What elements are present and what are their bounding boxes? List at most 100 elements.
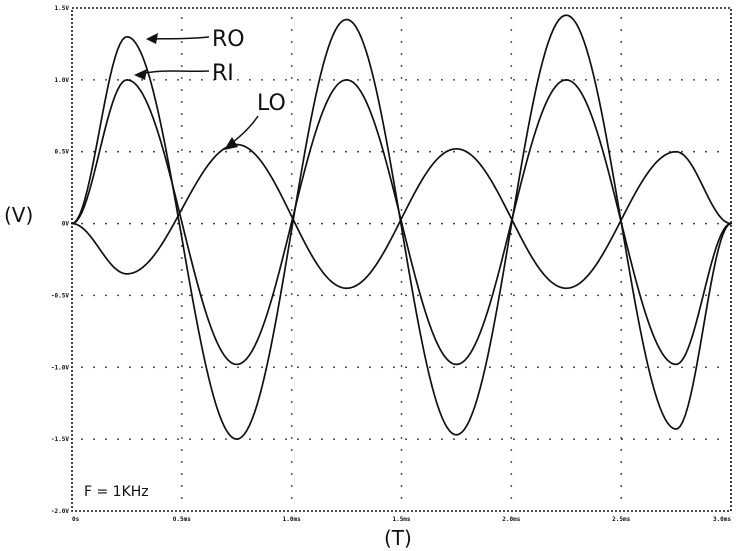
grid-dot bbox=[273, 366, 275, 369]
grid-dot bbox=[400, 329, 403, 331]
grid-dot bbox=[180, 473, 183, 475]
grid-dot bbox=[510, 365, 513, 367]
grid-dot bbox=[400, 185, 403, 187]
grid-dot bbox=[477, 294, 479, 297]
grid-dot bbox=[405, 222, 407, 225]
grid-dot bbox=[510, 233, 513, 235]
grid-dot bbox=[105, 366, 107, 369]
grid-dot bbox=[681, 222, 683, 225]
grid-dot bbox=[537, 222, 539, 225]
grid-dot bbox=[290, 341, 293, 343]
grid-dot bbox=[510, 293, 513, 295]
grid-dot bbox=[657, 222, 659, 225]
grid-dot bbox=[400, 305, 403, 307]
grid-dot bbox=[180, 197, 183, 199]
grid-dot bbox=[441, 150, 443, 153]
grid-dot bbox=[513, 79, 515, 81]
grid-dot bbox=[669, 366, 671, 369]
grid-dot bbox=[525, 294, 527, 297]
grid-dot bbox=[510, 137, 513, 139]
grid-dot bbox=[129, 366, 131, 369]
grid-dot bbox=[261, 222, 263, 225]
grid-dot bbox=[510, 29, 513, 31]
grid-dot bbox=[400, 29, 403, 31]
grid-dot bbox=[290, 89, 293, 91]
grid-dot bbox=[290, 173, 293, 175]
grid-dot bbox=[345, 366, 347, 369]
grid-dot bbox=[645, 150, 647, 153]
grid-dot bbox=[290, 305, 293, 307]
grid-dot bbox=[180, 389, 183, 391]
grid-dot bbox=[400, 377, 403, 379]
grid-dot bbox=[381, 294, 383, 297]
grid-dot bbox=[333, 366, 335, 369]
grid-dot bbox=[177, 366, 179, 369]
grid-dot bbox=[129, 294, 131, 297]
grid-dot bbox=[400, 389, 403, 391]
grid-dot bbox=[180, 173, 183, 175]
grid-dot bbox=[510, 425, 513, 427]
grid-dot bbox=[180, 497, 183, 499]
grid-dot bbox=[369, 438, 371, 440]
grid-dot bbox=[357, 294, 359, 297]
ro-leader-arrow bbox=[146, 33, 158, 44]
x-tick-label: 1.0ms bbox=[283, 516, 301, 523]
grid-dot bbox=[400, 77, 403, 79]
grid-dot bbox=[510, 113, 513, 115]
grid-dot bbox=[510, 197, 513, 199]
grid-dot bbox=[510, 497, 513, 499]
grid-dot bbox=[400, 101, 403, 103]
grid-dot bbox=[477, 438, 479, 440]
grid-dot bbox=[400, 53, 403, 55]
grid-dot bbox=[117, 150, 119, 153]
grid-dot bbox=[620, 161, 623, 163]
grid-dot bbox=[225, 366, 227, 369]
grid-dot bbox=[153, 79, 155, 81]
grid-dot bbox=[525, 366, 527, 369]
grid-dot bbox=[620, 449, 623, 451]
grid-dot bbox=[620, 269, 623, 271]
grid-dot bbox=[93, 438, 95, 440]
grid-dot bbox=[153, 294, 155, 297]
grid-dot bbox=[261, 438, 263, 440]
grid-dot bbox=[81, 438, 83, 440]
grid-dot bbox=[620, 377, 623, 379]
grid-dot bbox=[633, 366, 635, 369]
grid-dot bbox=[429, 294, 431, 297]
grid-dot bbox=[400, 197, 403, 199]
grid-dot bbox=[290, 137, 293, 139]
grid-dot bbox=[400, 401, 403, 403]
grid-dot bbox=[620, 41, 623, 43]
grid-dot bbox=[290, 65, 293, 67]
grid-dot bbox=[489, 79, 491, 81]
grid-dot bbox=[537, 366, 539, 369]
grid-dot bbox=[309, 79, 311, 81]
grid-dot bbox=[290, 53, 293, 55]
frequency-annotation: F = 1KHz bbox=[84, 484, 149, 500]
grid-dot bbox=[510, 437, 513, 439]
grid-dot bbox=[669, 438, 671, 440]
grid-dot bbox=[273, 222, 275, 225]
grid-dot bbox=[620, 341, 623, 343]
grid-dot bbox=[441, 438, 443, 440]
grid-dot bbox=[213, 222, 215, 225]
grid-dot bbox=[290, 461, 293, 463]
grid-dot bbox=[400, 269, 403, 271]
grid-dot bbox=[381, 222, 383, 225]
grid-dot bbox=[357, 222, 359, 225]
grid-dot bbox=[597, 79, 599, 81]
grid-dot bbox=[369, 150, 371, 153]
grid-dot bbox=[561, 366, 563, 369]
grid-dot bbox=[369, 222, 371, 225]
grid-dot bbox=[180, 461, 183, 463]
ro-series-label: RO bbox=[212, 27, 245, 52]
grid-dot bbox=[189, 366, 191, 369]
grid-dot bbox=[180, 377, 183, 379]
grid-dot bbox=[693, 294, 695, 297]
grid-dot bbox=[400, 17, 403, 19]
grid-dot bbox=[633, 438, 635, 440]
grid-dot bbox=[620, 317, 623, 319]
grid-dot bbox=[573, 366, 575, 369]
series-line-lo bbox=[71, 143, 732, 290]
